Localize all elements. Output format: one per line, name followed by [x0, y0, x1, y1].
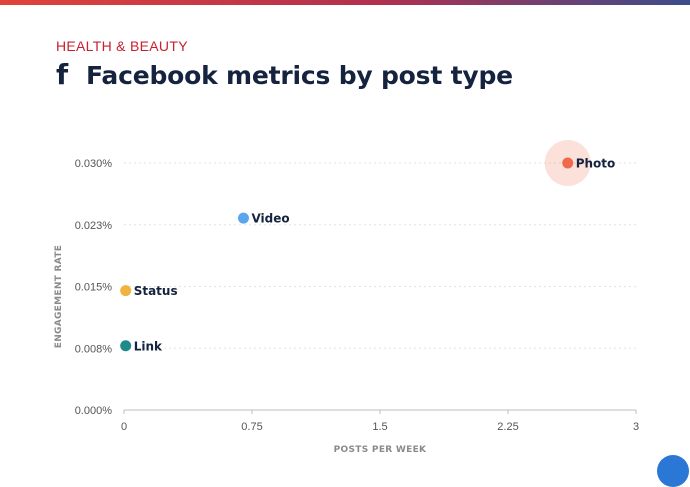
point-label-link: Link [134, 339, 163, 353]
point-label-video: Video [251, 212, 289, 226]
top-gradient-bar [0, 0, 690, 5]
x-tick-label: 0 [121, 421, 127, 433]
point-label-photo: Photo [576, 157, 616, 171]
point-layer: Photo Video Status Link [120, 140, 615, 353]
x-tick-label: 2.25 [497, 421, 518, 433]
y-tick-label: 0.030% [75, 158, 113, 170]
scatter-chart: 0.000% 0.008% 0.015% 0.023% 0.030% 0 0.75 1.5 2.… [54, 140, 639, 455]
y-tick-label: 0.000% [75, 405, 113, 417]
y-tick-label: 0.008% [75, 343, 113, 355]
category-label: HEALTH & BEAUTY [56, 38, 188, 54]
y-tick-label: 0.015% [75, 282, 113, 294]
facebook-f-icon: f [56, 58, 69, 91]
chat-bubble-icon[interactable] [657, 455, 689, 487]
axis-layer: 0.000% 0.008% 0.015% 0.023% 0.030% 0 0.75 1.5 2.… [54, 158, 639, 455]
point-link [120, 340, 132, 352]
x-axis-title: POSTS PER WEEK [334, 445, 427, 455]
title-row: f Facebook metrics by post type [56, 60, 513, 90]
x-tick-label: 3 [633, 421, 639, 433]
point-label-status: Status [134, 284, 178, 298]
x-tick-label: 1.5 [372, 421, 387, 433]
point-video [237, 212, 249, 224]
chart-title: Facebook metrics by post type [86, 60, 513, 90]
point-photo [562, 157, 574, 169]
point-status [120, 285, 132, 297]
y-tick-label: 0.023% [75, 220, 113, 232]
y-axis-title: ENGAGEMENT RATE [54, 245, 64, 348]
chart-header: HEALTH & BEAUTY f Facebook metrics by po… [56, 38, 513, 90]
grid-layer [124, 162, 636, 411]
x-tick-label: 0.75 [241, 421, 262, 433]
